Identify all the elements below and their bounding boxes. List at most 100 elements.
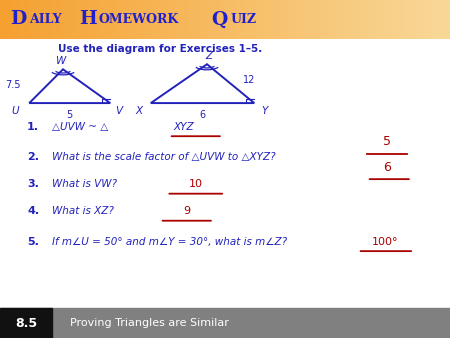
Bar (153, 0, 156, 39)
Bar (169, 0, 172, 39)
Bar (184, 0, 188, 39)
Bar (400, 0, 404, 39)
Bar (290, 0, 293, 39)
Bar (281, 0, 284, 39)
Bar (272, 0, 275, 39)
Bar (112, 0, 116, 39)
Bar (313, 0, 316, 39)
Bar (196, 0, 199, 39)
Text: △UVW ~ △: △UVW ~ △ (52, 122, 108, 132)
Bar (232, 0, 235, 39)
Bar (295, 0, 298, 39)
Bar (371, 0, 374, 39)
Bar (122, 0, 125, 39)
Text: H: H (79, 10, 96, 28)
Bar (398, 0, 401, 39)
Bar (342, 0, 345, 39)
Bar (286, 0, 289, 39)
Bar (297, 0, 300, 39)
Bar (446, 0, 449, 39)
Bar (279, 0, 282, 39)
Bar (176, 0, 179, 39)
Bar (234, 0, 237, 39)
Text: 12: 12 (243, 75, 256, 85)
Bar (162, 0, 165, 39)
Bar (79, 0, 82, 39)
Bar (45, 0, 48, 39)
Bar (238, 0, 242, 39)
Bar (54, 0, 57, 39)
Text: 5: 5 (383, 136, 391, 148)
Bar (338, 0, 341, 39)
Bar (11, 0, 14, 39)
Bar (50, 0, 53, 39)
Bar (324, 0, 327, 39)
Bar (310, 0, 314, 39)
Bar (74, 0, 77, 39)
Bar (70, 0, 73, 39)
Bar (236, 0, 239, 39)
Bar (22, 0, 26, 39)
Bar (189, 0, 192, 39)
Text: 6: 6 (383, 161, 391, 174)
Bar (432, 0, 435, 39)
Bar (198, 0, 201, 39)
Bar (173, 0, 176, 39)
Text: U: U (11, 106, 18, 116)
Bar (288, 0, 291, 39)
Bar (227, 0, 230, 39)
Bar (146, 0, 149, 39)
Bar (405, 0, 408, 39)
Bar (135, 0, 138, 39)
Bar (349, 0, 352, 39)
Bar (434, 0, 437, 39)
Bar (155, 0, 158, 39)
Bar (94, 0, 98, 39)
Bar (43, 0, 46, 39)
Bar (108, 0, 111, 39)
Bar (20, 0, 23, 39)
Bar (164, 0, 167, 39)
Bar (29, 0, 32, 39)
Bar (25, 0, 28, 39)
Bar (166, 0, 170, 39)
Bar (380, 0, 383, 39)
Bar (34, 0, 37, 39)
Bar (369, 0, 372, 39)
Bar (32, 0, 35, 39)
Bar (151, 0, 154, 39)
Bar (261, 0, 264, 39)
Bar (128, 0, 131, 39)
Bar (230, 0, 233, 39)
Bar (270, 0, 273, 39)
Text: 9: 9 (183, 206, 190, 216)
Text: 5.: 5. (27, 237, 39, 247)
Bar (414, 0, 417, 39)
Bar (346, 0, 350, 39)
Bar (68, 0, 71, 39)
Bar (90, 0, 93, 39)
Bar (140, 0, 143, 39)
Bar (72, 0, 75, 39)
Bar (124, 0, 127, 39)
Bar (38, 0, 41, 39)
Bar (212, 0, 215, 39)
Bar (7, 0, 10, 39)
Bar (0, 308, 52, 338)
Bar (448, 0, 450, 39)
Bar (56, 0, 59, 39)
Bar (0, 308, 450, 338)
Text: 3.: 3. (27, 179, 39, 189)
Bar (317, 0, 320, 39)
Bar (126, 0, 129, 39)
Bar (200, 0, 203, 39)
Bar (178, 0, 181, 39)
Text: 5: 5 (67, 110, 73, 120)
Bar (220, 0, 224, 39)
Bar (104, 0, 107, 39)
Bar (158, 0, 161, 39)
Text: 4.: 4. (27, 206, 39, 216)
Text: X: X (136, 106, 143, 116)
Bar (191, 0, 194, 39)
Bar (364, 0, 368, 39)
